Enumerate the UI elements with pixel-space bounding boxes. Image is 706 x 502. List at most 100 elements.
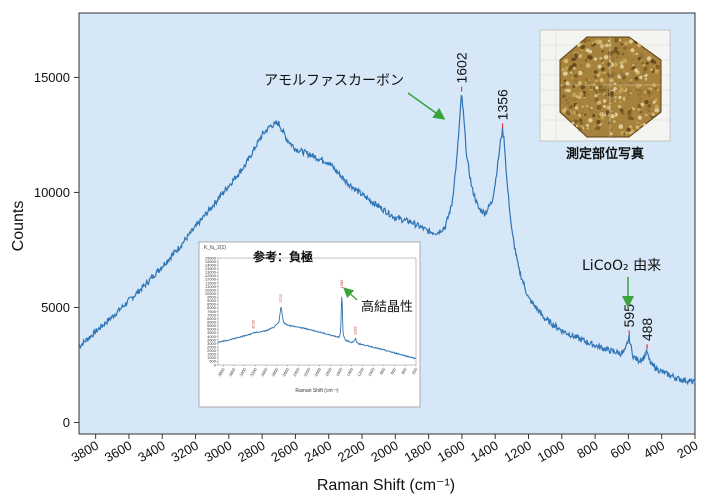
amorphous-carbon-arrow: [407, 92, 446, 120]
inset-y-tick-label: 8000: [207, 305, 217, 310]
inset-y-tick-label: 2500: [207, 344, 217, 349]
inset-x-tick-label: 3000: [260, 366, 269, 377]
inset-y-tick-label: 5000: [207, 327, 217, 332]
y-tick-label: 15000: [34, 70, 70, 85]
inset-y-tick-label: 5500: [207, 323, 217, 328]
inset-y-tick-label: 13000: [205, 270, 217, 275]
inset-y-tick-label: 15000: [205, 255, 217, 260]
inset-y-tick-label: 3000: [207, 341, 217, 346]
inset-y-tick-label: 12000: [205, 277, 217, 282]
inset-peak-labels: 3232 2721 1585 1331: [251, 279, 358, 335]
x-tick-label: 1800: [402, 438, 435, 465]
inset-panel-label: K_fu_2(1): [204, 245, 226, 251]
inset-y-tick-label: 3500: [207, 337, 217, 342]
inset-y-tick-label: 9000: [207, 298, 217, 303]
inset-x-tick-label: 1000: [367, 366, 376, 377]
measurement-photo: [539, 29, 671, 142]
photo-caption: 測定部位写真: [566, 146, 644, 162]
x-tick-label: 200: [674, 438, 700, 462]
inset-y-tick-label: 2000: [207, 348, 217, 353]
inset-peak-label: 1331: [352, 325, 357, 335]
x-tick-label: 400: [641, 438, 667, 462]
inset-peak-label: 2721: [278, 293, 283, 303]
inset-peak-label: 3232: [251, 319, 256, 329]
x-tick-label: 2600: [268, 438, 301, 465]
inset-y-tick-label: 9500: [207, 295, 217, 300]
inset-y-tick-label: 10500: [205, 287, 217, 292]
inset-x-tick-label: 3200: [249, 366, 258, 377]
inset-y-tick-label: 6000: [207, 320, 217, 325]
inset-x-tick-label: 2400: [292, 366, 301, 377]
x-axis-title: Raman Shift (cm⁻¹): [317, 477, 455, 494]
inset-y-tick-label: 500: [209, 359, 216, 364]
licoo2-label: LiCoO₂ 由来: [582, 258, 661, 274]
inset-y-tick-label: 0: [214, 362, 217, 367]
inset-y-tick-label: 1500: [207, 352, 217, 357]
x-tick-label: 2200: [335, 438, 368, 465]
x-tick-label: 3400: [135, 438, 168, 465]
inset-y-tick-label: 14500: [205, 259, 217, 264]
amorphous-carbon-label: アモルファスカーボン: [264, 73, 404, 89]
inset-x-axis: 3800 3600 3400 3200 3000 2800 2600 2400 2200 2000…: [217, 365, 419, 377]
inset-x-tick-label: 600: [389, 366, 397, 375]
inset-x-tick-label: 2200: [303, 366, 312, 377]
inset-x-tick-label: 2800: [270, 366, 279, 377]
inset-x-tick-label: 1600: [335, 366, 344, 377]
inset-y-tick-label: 1000: [207, 355, 217, 360]
x-tick-label: 3800: [69, 438, 102, 465]
spectrum-line: [78, 94, 696, 386]
inset-x-tick-label: 1200: [356, 366, 365, 377]
inset-x-tick-label: 800: [379, 366, 387, 375]
inset-x-axis-title: Raman Shift (cm⁻¹): [295, 388, 339, 394]
inset-y-axis: 0500100015002000250030003500400045005000…: [205, 255, 218, 367]
inset-spectrum-line: [217, 296, 416, 360]
inset-y-tick-label: 12500: [205, 273, 217, 278]
x-tick-label: 1400: [468, 438, 501, 465]
x-tick-label: 1000: [535, 438, 568, 465]
x-tick-label: 1600: [435, 438, 468, 465]
inset-plot-area: [217, 257, 417, 366]
inset-y-tick-label: 13500: [205, 266, 217, 271]
x-tick-label: 3600: [102, 438, 135, 465]
high-crystallinity-arrow: [343, 287, 358, 301]
inset-title: 参考：負極: [253, 249, 313, 264]
y-tick-label: 10000: [34, 185, 70, 200]
x-tick-label: 800: [574, 438, 600, 462]
peak-label: 595: [621, 304, 637, 328]
peak-label: 1356: [495, 89, 511, 120]
high-crystallinity-label: 高結晶性: [361, 299, 413, 315]
inset-x-tick-label: 200: [411, 366, 419, 375]
inset-y-tick-label: 10000: [205, 291, 217, 296]
y-tick-label: 0: [63, 415, 70, 430]
inset-y-tick-label: 14000: [205, 262, 217, 267]
peak-label: 1602: [454, 52, 470, 83]
inset-y-tick-label: 8500: [207, 302, 217, 307]
x-tick-label: 3000: [202, 438, 235, 465]
inset-chart: K_fu_2(1) 参考：負極 050010001500200025003000…: [198, 241, 421, 408]
y-axis: 0 5000 10000 15000: [34, 70, 79, 430]
inset-peak-label: 1585: [339, 279, 344, 289]
inset-x-tick-label: 1400: [345, 366, 354, 377]
y-tick-label: 5000: [41, 300, 70, 315]
inset-x-tick-label: 1800: [324, 366, 333, 377]
inset-x-tick-label: 2000: [313, 366, 322, 377]
peak-label: 488: [639, 318, 655, 342]
inset-y-tick-label: 11000: [205, 284, 217, 289]
y-axis-title: Counts: [10, 201, 27, 252]
x-tick-label: 2000: [368, 438, 401, 465]
x-tick-label: 2400: [302, 438, 335, 465]
x-axis: 3800 3600 3400 3200 3000 2800 2600 2400 2200 2000…: [69, 434, 701, 465]
inset-y-tick-label: 7000: [207, 312, 217, 317]
inset-x-tick-label: 3600: [228, 366, 237, 377]
inset-x-tick-label: 2600: [281, 366, 290, 377]
x-tick-label: 600: [608, 438, 634, 462]
x-tick-label: 2800: [235, 438, 268, 465]
inset-y-tick-label: 6500: [207, 316, 217, 321]
x-tick-label: 1200: [501, 438, 534, 465]
x-tick-label: 3200: [168, 438, 201, 465]
inset-y-tick-label: 7500: [207, 309, 217, 314]
inset-y-tick-label: 4500: [207, 330, 217, 335]
